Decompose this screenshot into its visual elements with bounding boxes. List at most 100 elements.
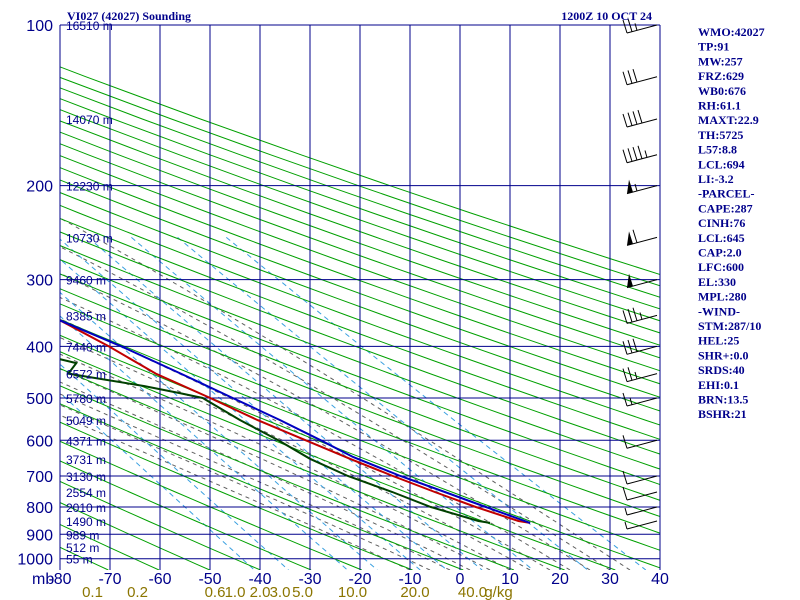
dry-adiabat-6 (60, 421, 413, 570)
mixing-ratio-label-7: 10.0 (338, 584, 367, 600)
mixing-ratio-line-7 (131, 237, 534, 570)
dry-adiabat-10 (60, 351, 616, 570)
mixing-ratio-label-2: 0.6 (205, 584, 226, 600)
temp-label-10: 20 (551, 571, 569, 588)
index-item-4: WB0:676 (698, 84, 746, 98)
index-item-21: HEL:25 (698, 334, 739, 348)
index-item-19: -WIND- (698, 304, 740, 318)
index-item-13: CINH:76 (698, 216, 745, 230)
index-item-20: STM:287/10 (698, 319, 761, 333)
dry-adiabats (60, 66, 660, 570)
temp-label-2: -60 (148, 571, 171, 588)
moist-adiabat-0 (60, 414, 411, 570)
temp-label-8: 0 (456, 571, 465, 588)
wind-barbs (622, 18, 658, 530)
pressure-tick-labels: 100 200 300 400 500 600 700 800 900 1000 (17, 18, 53, 569)
dry-adiabat-30 (60, 87, 660, 298)
mixing-ratio-label-5: 3.0 (270, 584, 291, 600)
moist-adiabat-3 (60, 381, 471, 570)
mixing-ratio-label-9: 40.0 (458, 584, 487, 600)
wind-barb-8 (622, 338, 658, 355)
moist-adiabat-2 (60, 393, 451, 570)
dry-adiabat-12 (60, 318, 660, 551)
temp-label-11: 30 (601, 571, 619, 588)
temp-label-3: -50 (198, 571, 221, 588)
mixing-ratio-line-2 (60, 315, 348, 570)
wind-barb-7 (622, 307, 658, 324)
height-label-17: 512 m (66, 541, 99, 555)
chart-title: VI027 (42027) Sounding (67, 9, 191, 23)
temp-label-1: -70 (98, 571, 121, 588)
dry-adiabat-19 (60, 217, 660, 440)
chart-datetime: 1200Z 10 OCT 24 (561, 9, 652, 23)
mixing-ratio-line-5 (60, 238, 448, 570)
dry-adiabat-26 (60, 131, 660, 346)
wind-barb-13 (622, 486, 658, 501)
dry-adiabat-7 (60, 403, 464, 570)
index-item-26: BSHR:21 (698, 407, 747, 421)
index-item-17: EL:330 (698, 275, 736, 289)
moist-adiabat-9 (60, 272, 591, 570)
dry-adiabat-17 (60, 245, 660, 470)
pressure-label-400: 400 (26, 339, 53, 356)
dry-adiabat-24 (60, 155, 660, 372)
dry-adiabat-29 (60, 98, 660, 310)
moist-adiabat-1 (60, 404, 431, 570)
pressure-label-900: 900 (26, 527, 53, 544)
height-label-6: 7440 m (66, 340, 106, 354)
wind-barb-9 (622, 367, 658, 383)
height-label-5: 8385 m (66, 309, 106, 323)
mixing-ratio-label-1: 0.2 (127, 584, 148, 600)
height-label-18: 55 m (66, 553, 93, 567)
dry-adiabat-15 (60, 273, 660, 501)
height-label-13: 2554 m (66, 486, 106, 500)
dry-adiabat-8 (60, 385, 515, 570)
index-item-10: LI:-3.2 (698, 172, 734, 186)
height-label-16: 989 m (66, 528, 99, 542)
dry-adiabat-31 (60, 76, 660, 287)
height-label-14: 2010 m (66, 501, 106, 515)
grid-lines (59, 24, 661, 570)
index-item-15: CAP:2.0 (698, 246, 742, 260)
index-item-6: MAXT:22.9 (698, 113, 759, 127)
mixing-ratio-line-8 (177, 237, 589, 570)
mixing-ratio-label-6: 5.0 (292, 584, 313, 600)
pressure-label-600: 600 (26, 433, 53, 450)
index-item-23: SRDS:40 (698, 363, 745, 377)
temp-label-5: -30 (298, 571, 321, 588)
index-item-11: -PARCEL- (698, 187, 754, 201)
pressure-label-500: 500 (26, 391, 53, 408)
wind-barb-11 (622, 435, 658, 449)
mixing-ratio-label-3: 1.0 (225, 584, 246, 600)
dry-adiabat-18 (60, 231, 660, 455)
series-temperature (60, 319, 531, 524)
dry-adiabat-4 (60, 460, 312, 570)
wind-barb-15 (624, 520, 658, 530)
temp-label-12: 40 (651, 571, 669, 588)
moist-adiabats (60, 217, 631, 570)
index-item-2: MW:257 (698, 54, 743, 68)
pressure-label-300: 300 (26, 273, 53, 290)
dry-adiabat-22 (60, 179, 660, 398)
moist-adiabat-4 (60, 368, 491, 570)
wind-barb-14 (624, 506, 658, 516)
dry-adiabat-13 (60, 303, 660, 534)
moist-adiabat-5 (60, 353, 511, 570)
dry-adiabat-14 (60, 288, 660, 518)
dry-adiabat-21 (60, 192, 660, 412)
index-item-18: MPL:280 (698, 290, 747, 304)
height-label-0: 16510 m (66, 19, 113, 33)
temp-label-0: -80 (48, 571, 71, 588)
height-labels: 16510 m 14070 m 12230 m 10730 m 9460 m 8385 m… (66, 19, 113, 567)
dry-adiabat-5 (60, 440, 362, 570)
index-item-16: LFC:600 (698, 260, 744, 274)
mixing-ratio-label-8: 20.0 (400, 584, 429, 600)
pressure-label-1000: 1000 (17, 552, 53, 569)
dry-adiabat-23 (60, 167, 660, 385)
wind-barb-0 (622, 18, 658, 34)
moist-adiabat-8 (60, 296, 571, 570)
sounding-series (60, 319, 531, 524)
dry-adiabat-2 (60, 502, 210, 570)
height-label-11: 3731 m (66, 453, 106, 467)
